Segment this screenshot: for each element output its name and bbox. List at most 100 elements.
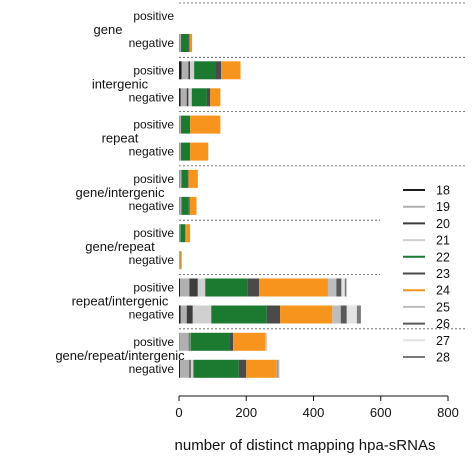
bar-segment bbox=[247, 278, 260, 297]
bar-segment bbox=[189, 278, 198, 297]
x-tick-label: 400 bbox=[303, 405, 325, 420]
bar-segment bbox=[189, 359, 191, 378]
bar-segment bbox=[179, 142, 181, 161]
strand-label: negative bbox=[129, 90, 175, 104]
bar-segment bbox=[180, 278, 190, 297]
bar-segment bbox=[188, 196, 190, 215]
bar-segment bbox=[188, 34, 190, 52]
strand-label: positive bbox=[133, 226, 174, 240]
bar-segment bbox=[193, 359, 239, 378]
bar-segment bbox=[186, 305, 193, 324]
strand-label: negative bbox=[129, 253, 175, 267]
bar-segment bbox=[188, 88, 192, 107]
bar-segment bbox=[179, 278, 181, 297]
bar-segment bbox=[179, 359, 181, 378]
bar-segment bbox=[190, 142, 209, 161]
bar-segment bbox=[215, 61, 222, 80]
strand-label: positive bbox=[133, 172, 174, 186]
bar-segment bbox=[188, 61, 191, 80]
group-label: gene/repeat bbox=[85, 239, 155, 254]
legend-label: 28 bbox=[436, 351, 450, 365]
group-label: repeat bbox=[102, 131, 139, 146]
legend-label: 23 bbox=[436, 267, 450, 281]
strand-label: positive bbox=[133, 118, 174, 132]
bar-segment bbox=[181, 34, 189, 52]
bar-segment bbox=[179, 251, 181, 270]
legend-label: 22 bbox=[436, 250, 450, 264]
bar-segment bbox=[229, 332, 234, 351]
bar-segment bbox=[181, 196, 189, 215]
bar-segment bbox=[344, 278, 347, 297]
legend-label: 21 bbox=[436, 234, 450, 248]
bar-segment bbox=[180, 88, 187, 107]
legend-label: 19 bbox=[436, 200, 450, 214]
bar-segment bbox=[211, 305, 267, 324]
legend-label: 25 bbox=[436, 300, 450, 314]
bar-segment bbox=[189, 332, 191, 351]
bar-segment bbox=[180, 169, 182, 188]
x-tick-label: 200 bbox=[235, 405, 257, 420]
bar-segment bbox=[341, 278, 345, 297]
bar-segment bbox=[340, 305, 347, 324]
bar-segment bbox=[332, 305, 341, 324]
x-axis-title: number of distinct mapping hpa-sRNAs bbox=[175, 437, 436, 454]
bar-segment bbox=[179, 305, 181, 324]
bar-segment bbox=[192, 305, 212, 324]
bar-segment bbox=[221, 61, 241, 80]
bar-segment bbox=[185, 224, 191, 243]
strand-label: positive bbox=[133, 63, 174, 77]
group-label: gene bbox=[94, 22, 123, 37]
bar-segment bbox=[189, 142, 191, 161]
bar-segment bbox=[180, 142, 182, 161]
bar-segment bbox=[190, 332, 230, 351]
bar-segment bbox=[277, 359, 278, 378]
bar-segment bbox=[180, 34, 182, 52]
bar-segment bbox=[276, 359, 278, 378]
bar-segment bbox=[179, 196, 181, 215]
bar-segment bbox=[189, 34, 193, 52]
strand-label: positive bbox=[133, 281, 174, 295]
legend-label: 24 bbox=[436, 284, 450, 298]
bar-segment bbox=[190, 61, 195, 80]
bar-segment bbox=[190, 115, 221, 134]
strand-label: negative bbox=[129, 199, 175, 213]
bar-segment bbox=[188, 169, 198, 188]
bar-segment bbox=[179, 332, 189, 351]
bar-segment bbox=[246, 359, 277, 378]
bar-segment bbox=[265, 332, 267, 351]
bar-segment bbox=[259, 278, 328, 297]
bar-segment bbox=[181, 142, 190, 161]
group-label: repeat/intergenic bbox=[72, 294, 169, 309]
bar-segment bbox=[179, 34, 181, 52]
strand-label: positive bbox=[133, 335, 174, 349]
bar-segment bbox=[186, 88, 189, 107]
bar-segment bbox=[206, 88, 211, 107]
bar-segment bbox=[277, 359, 279, 378]
group-label: gene/intergenic bbox=[76, 185, 165, 200]
bar-segment bbox=[189, 115, 191, 134]
bar-segment bbox=[191, 88, 207, 107]
legend-label: 18 bbox=[436, 184, 450, 198]
strand-label: negative bbox=[129, 36, 175, 50]
bar-segment bbox=[197, 278, 206, 297]
bar-segment bbox=[180, 305, 187, 324]
strand-label: positive bbox=[133, 9, 174, 23]
bar-segment bbox=[181, 61, 189, 80]
bar-segment bbox=[179, 88, 181, 107]
bar-segment bbox=[179, 115, 181, 134]
bar-segment bbox=[266, 305, 281, 324]
bar-segment bbox=[278, 359, 280, 378]
strand-label: negative bbox=[129, 145, 175, 159]
x-tick-label: 800 bbox=[437, 405, 459, 420]
bar-segment bbox=[190, 359, 194, 378]
bar-segment bbox=[181, 115, 190, 134]
bar-segment bbox=[180, 359, 190, 378]
strand-label: negative bbox=[129, 362, 175, 376]
bar-segment bbox=[187, 169, 189, 188]
bar-segment bbox=[210, 88, 221, 107]
group-label: intergenic bbox=[92, 76, 149, 91]
bar-segment bbox=[180, 115, 182, 134]
bar-segment bbox=[194, 61, 216, 80]
bar-segment bbox=[180, 224, 186, 243]
